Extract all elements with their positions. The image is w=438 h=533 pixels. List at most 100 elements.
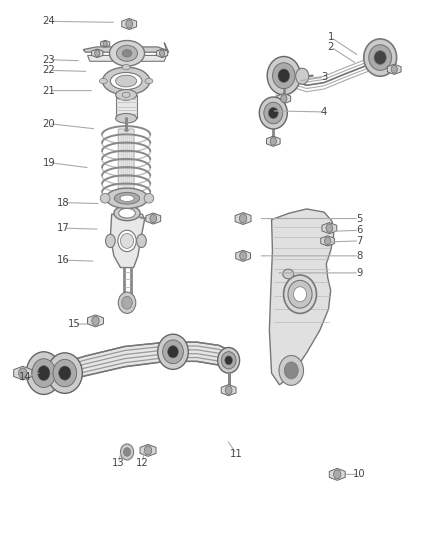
Circle shape (240, 214, 247, 223)
Circle shape (240, 252, 247, 260)
Circle shape (281, 95, 287, 102)
Ellipse shape (110, 72, 142, 90)
Text: 21: 21 (42, 86, 56, 95)
Ellipse shape (53, 359, 77, 387)
Text: 1: 1 (328, 33, 334, 42)
Ellipse shape (162, 340, 184, 364)
Polygon shape (321, 236, 335, 246)
Polygon shape (387, 64, 401, 75)
Circle shape (122, 296, 132, 309)
Ellipse shape (118, 230, 136, 252)
Polygon shape (156, 49, 168, 58)
Ellipse shape (99, 78, 107, 84)
Ellipse shape (264, 102, 283, 124)
Polygon shape (277, 93, 291, 104)
Text: 8: 8 (356, 251, 362, 261)
Text: 24: 24 (43, 17, 55, 26)
Polygon shape (60, 342, 230, 383)
Ellipse shape (288, 280, 312, 308)
Polygon shape (88, 315, 103, 327)
Ellipse shape (120, 233, 134, 248)
Ellipse shape (293, 287, 307, 302)
Text: 11: 11 (230, 449, 243, 459)
Text: 18: 18 (57, 198, 70, 207)
Ellipse shape (114, 206, 140, 221)
Ellipse shape (122, 50, 132, 57)
Circle shape (325, 237, 331, 245)
Polygon shape (88, 55, 166, 61)
Ellipse shape (59, 366, 71, 380)
Ellipse shape (145, 78, 153, 84)
Ellipse shape (221, 352, 236, 369)
Circle shape (124, 448, 131, 456)
Ellipse shape (225, 356, 233, 365)
Circle shape (126, 20, 133, 28)
Circle shape (296, 68, 309, 84)
Ellipse shape (116, 90, 137, 100)
Text: 22: 22 (42, 66, 56, 75)
Polygon shape (236, 251, 251, 261)
Circle shape (270, 138, 276, 145)
Circle shape (284, 362, 298, 379)
Text: 19: 19 (42, 158, 56, 167)
Text: 12: 12 (136, 458, 149, 467)
Text: 6: 6 (356, 225, 362, 235)
Ellipse shape (116, 75, 137, 87)
Polygon shape (116, 95, 137, 118)
Polygon shape (221, 385, 236, 395)
Ellipse shape (106, 235, 115, 248)
Ellipse shape (106, 188, 148, 208)
Ellipse shape (38, 366, 50, 381)
Text: 14: 14 (19, 373, 32, 382)
Ellipse shape (100, 193, 110, 203)
Polygon shape (140, 445, 156, 456)
Ellipse shape (120, 195, 134, 201)
Text: 2: 2 (328, 42, 334, 52)
Ellipse shape (283, 269, 293, 279)
Polygon shape (14, 366, 32, 380)
Text: 9: 9 (356, 268, 362, 278)
FancyBboxPatch shape (118, 129, 134, 198)
Polygon shape (235, 213, 251, 224)
Circle shape (391, 66, 397, 73)
Ellipse shape (119, 208, 135, 218)
Ellipse shape (122, 64, 130, 70)
Ellipse shape (374, 51, 386, 64)
Ellipse shape (110, 41, 145, 66)
Ellipse shape (122, 92, 130, 98)
Polygon shape (83, 43, 169, 52)
Circle shape (145, 446, 152, 455)
Ellipse shape (137, 235, 146, 248)
Text: 20: 20 (43, 119, 55, 128)
Circle shape (120, 444, 134, 460)
Polygon shape (266, 136, 280, 147)
Ellipse shape (259, 97, 287, 129)
Text: 3: 3 (321, 72, 327, 82)
Text: 5: 5 (356, 214, 362, 223)
Ellipse shape (168, 345, 178, 358)
Circle shape (103, 41, 107, 46)
Text: 23: 23 (43, 55, 55, 64)
Ellipse shape (114, 192, 140, 204)
Circle shape (334, 470, 341, 479)
Polygon shape (329, 469, 345, 480)
Ellipse shape (158, 334, 188, 369)
Circle shape (118, 292, 136, 313)
Ellipse shape (102, 67, 150, 95)
Ellipse shape (278, 69, 290, 83)
Ellipse shape (284, 275, 316, 313)
Circle shape (150, 214, 157, 223)
Circle shape (92, 317, 99, 325)
Text: 17: 17 (57, 223, 70, 233)
Ellipse shape (267, 56, 300, 95)
Ellipse shape (117, 45, 138, 61)
Text: 16: 16 (57, 255, 70, 265)
Circle shape (279, 356, 304, 385)
Circle shape (159, 50, 165, 56)
Ellipse shape (364, 39, 396, 76)
Text: 7: 7 (356, 236, 362, 246)
Polygon shape (92, 49, 103, 58)
Ellipse shape (369, 45, 392, 70)
Ellipse shape (268, 108, 278, 118)
Polygon shape (110, 214, 145, 268)
